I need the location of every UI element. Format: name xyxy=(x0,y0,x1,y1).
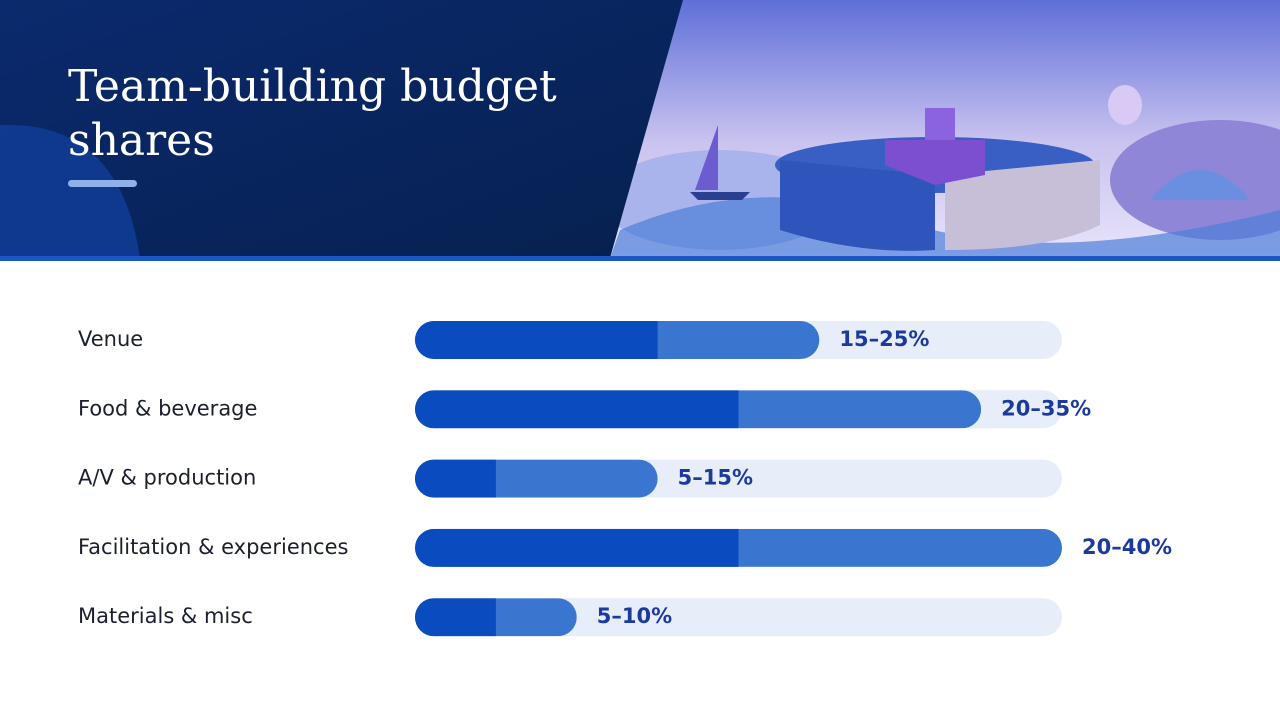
title-line: shares xyxy=(68,115,215,166)
category-label: Materials & misc xyxy=(78,604,253,628)
balloon xyxy=(1108,85,1142,125)
header-rule xyxy=(0,256,1280,261)
pie-slice xyxy=(780,160,935,251)
bar-track xyxy=(415,598,1062,637)
category-label: Food & beverage xyxy=(78,396,257,420)
header: Team-building budget shares xyxy=(0,0,1280,261)
value-label: 15–25% xyxy=(839,327,929,351)
pie-slice xyxy=(945,160,1100,250)
category-label: A/V & production xyxy=(78,466,256,490)
water xyxy=(610,197,1280,258)
category-label: Venue xyxy=(78,327,143,351)
value-label: 5–10% xyxy=(597,604,672,628)
bar-low xyxy=(415,390,739,429)
bar-low xyxy=(415,321,658,359)
chart-title: Team-building budget shares xyxy=(68,61,557,166)
header-panel xyxy=(0,0,683,258)
title-accent xyxy=(68,180,137,187)
bar-low xyxy=(415,598,496,637)
value-label: 20–35% xyxy=(1001,396,1091,420)
dome xyxy=(1150,170,1250,200)
bar-low xyxy=(415,459,496,498)
decor-arc xyxy=(0,124,140,259)
category-label: Facilitation & experiences xyxy=(78,535,348,559)
title-line: Team-building budget xyxy=(68,61,557,112)
value-label: 5–15% xyxy=(678,466,753,490)
value-label: 20–40% xyxy=(1082,535,1172,559)
pie-slice xyxy=(885,140,985,185)
boat xyxy=(690,192,750,200)
blocks xyxy=(925,108,955,140)
bar-low xyxy=(415,528,739,567)
sail xyxy=(695,125,718,190)
